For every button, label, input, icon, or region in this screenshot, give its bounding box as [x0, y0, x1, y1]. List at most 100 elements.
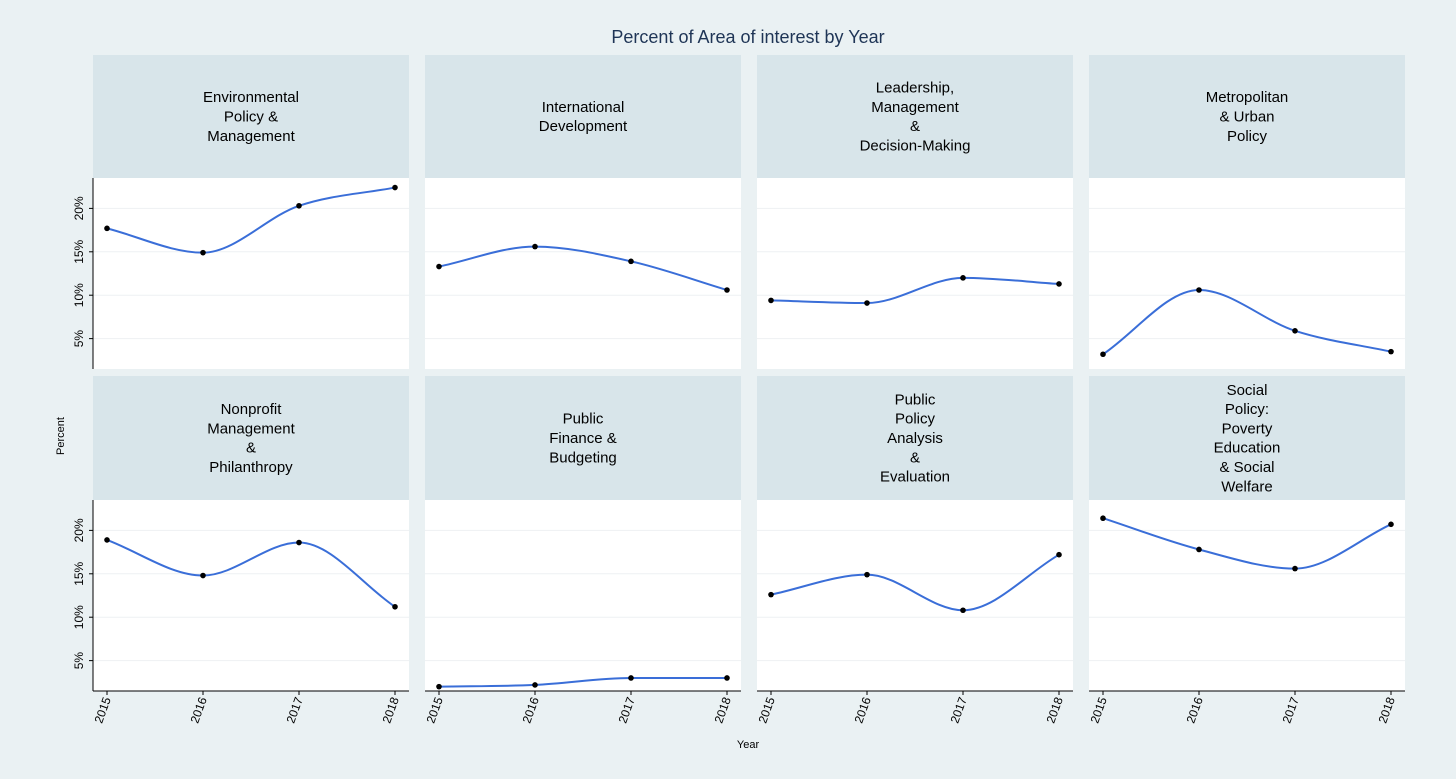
series-line [770, 553, 1060, 612]
data-point [1100, 515, 1106, 522]
panel-1: Environmental Policy & Management 5% 10% 15% 2… [72, 55, 409, 369]
panel-strip [425, 376, 741, 500]
panel-strip [1089, 376, 1405, 500]
panel-strip-label: Nonprofit [221, 401, 283, 418]
panel-strip-label: Management [871, 99, 959, 116]
panel-strip [757, 376, 1073, 500]
data-point [436, 683, 442, 690]
data-point [1292, 328, 1298, 334]
data-point [104, 225, 110, 232]
panel-strip-label: & [910, 449, 920, 466]
panel-strip [93, 376, 409, 500]
x-tick-label: 2016 [188, 695, 210, 725]
series-line [770, 276, 1060, 305]
y-axis-label: Percent [55, 417, 67, 455]
x-tick-label: 2015 [424, 695, 446, 725]
panel-strip-label: Budgeting [549, 449, 617, 466]
panel-strip [425, 55, 741, 178]
panel-strip-label: Policy & [224, 109, 278, 126]
data-point [960, 275, 966, 281]
y-tick-label: 15% [72, 239, 86, 263]
panel-strip-label: & Urban [1219, 109, 1274, 126]
data-point [200, 572, 206, 579]
data-point [628, 258, 634, 265]
panel-8: Social Policy: Poverty Education & Social Wel… [1088, 376, 1405, 725]
y-tick-label: 10% [72, 605, 86, 629]
panel-strip-label: Policy: [1225, 401, 1269, 418]
series-line [106, 186, 396, 254]
x-tick-label: 2017 [616, 695, 638, 725]
panel-4: Metropolitan & Urban Policy [1089, 55, 1405, 369]
data-point [724, 675, 730, 681]
x-tick-label: 2015 [92, 695, 114, 725]
series-line [1102, 517, 1392, 570]
panel-plot-area [757, 500, 1073, 691]
panel-strip [93, 55, 409, 178]
x-tick-label: 2018 [1044, 695, 1066, 725]
data-point [768, 297, 774, 304]
y-tick-label: 5% [72, 652, 86, 670]
panel-strip-label: Social [1227, 382, 1268, 399]
data-point [768, 591, 774, 598]
panel-strip-label: & [910, 118, 920, 135]
data-point [864, 300, 870, 306]
y-tick-label: 10% [72, 283, 86, 307]
panel-strip-label: Public [563, 411, 604, 428]
panel-plot-area [93, 500, 409, 691]
x-tick-label: 2015 [756, 695, 778, 725]
panel-strip-label: Leadership, [876, 80, 954, 97]
data-point [1292, 565, 1298, 572]
panel-strip-label: Management [207, 128, 295, 145]
panel-strip-label: Education [1214, 440, 1281, 457]
panel-strip-label: Policy [895, 411, 936, 428]
panel-strip-label: International [542, 99, 625, 116]
panel-2: International Development [425, 55, 741, 369]
data-point [960, 607, 966, 614]
x-tick-label: 2018 [712, 695, 734, 725]
data-point [392, 184, 398, 191]
data-point [1056, 281, 1062, 287]
data-point [1388, 521, 1394, 528]
data-point [1196, 546, 1202, 553]
data-point [532, 682, 538, 688]
data-point [724, 287, 730, 293]
data-point [628, 675, 634, 681]
series-line [1102, 288, 1392, 356]
panel-strip-label: Development [539, 118, 628, 135]
x-tick-label: 2017 [1280, 695, 1302, 725]
data-point [864, 571, 870, 578]
panel-strip-label: & [246, 440, 256, 457]
data-point [1056, 551, 1062, 558]
x-tick-label: 2016 [1184, 695, 1206, 725]
panel-plot-area [425, 178, 741, 369]
data-point [532, 243, 538, 250]
panel-strip-label: Policy [1227, 128, 1268, 145]
panel-strip-label: Poverty [1222, 420, 1273, 437]
series-line [106, 538, 396, 608]
data-point [1196, 287, 1202, 293]
series-line [438, 676, 727, 688]
chart-title: Percent of Area of interest by Year [611, 27, 884, 47]
panel-strip-label: & Social [1219, 459, 1274, 476]
x-tick-label: 2016 [520, 695, 542, 725]
y-tick-label: 5% [72, 330, 86, 348]
panel-strip-label: Welfare [1221, 478, 1272, 495]
panel-plot-area [1089, 178, 1405, 369]
data-point [1100, 351, 1106, 358]
panel-strip-label: Public [895, 391, 936, 408]
panel-7: Public Policy Analysis & Evaluation 2015 2016 2… [756, 376, 1073, 725]
panel-strip-label: Environmental [203, 89, 299, 106]
panel-5: Nonprofit Management & Philanthropy 5% 10% 15%… [72, 376, 409, 725]
panel-strip-label: Analysis [887, 430, 943, 447]
data-point [104, 537, 110, 543]
x-tick-label: 2016 [852, 695, 874, 725]
x-tick-label: 2018 [380, 695, 402, 725]
data-point [392, 603, 398, 610]
panel-strip [757, 55, 1073, 178]
panel-strip-label: Decision-Making [860, 137, 971, 154]
data-point [436, 263, 442, 270]
panel-strip-label: Philanthropy [209, 459, 293, 476]
y-tick-label: 15% [72, 561, 86, 585]
y-tick-label: 20% [72, 518, 86, 542]
